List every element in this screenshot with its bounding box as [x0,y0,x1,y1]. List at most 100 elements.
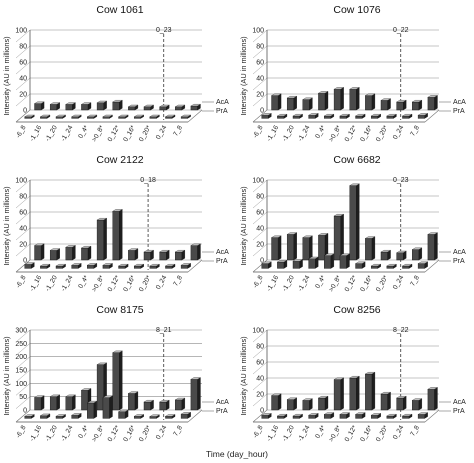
aca-bar [96,364,104,411]
row-label: PrA [453,408,465,415]
aca-bar [143,401,151,411]
aca-bar-side [434,387,438,411]
aca-bar [333,88,341,111]
aca-bar-side [340,377,344,411]
x-tick-label: -6_8 [15,424,28,439]
pra-bar-top [149,114,160,117]
pra-bar [370,414,378,419]
pra-bar-top [355,114,366,117]
y-tick-label: 150 [15,368,27,375]
x-tick-label: 0_4* [77,424,90,440]
aca-bar-top [317,396,329,399]
aca-bar [412,400,420,411]
pra-bar-top [102,395,114,398]
pra-bar-top [417,412,429,415]
aca-bar [143,106,151,111]
chart-title: Cow 8175 [96,304,143,316]
aca-bar [175,399,183,411]
y-tick-label: 0 [260,408,264,415]
aca-bar [96,219,104,261]
pra-bar [292,415,300,419]
y-tick-label: 40 [256,226,264,233]
x-tick-label: 0_16* [359,424,374,443]
y-tick-label: 80 [19,194,27,201]
aca-bar-top [396,396,407,399]
aca-bar-top [127,248,139,251]
aca-bar [302,400,310,411]
aca-bar-top [80,388,92,391]
pra-bar [355,115,363,119]
x-tick-label: 0_4* [314,124,327,140]
y-tick-label: 60 [256,360,264,367]
y-axis-label: Intensity (AU in millions) [2,336,11,415]
aca-bar-top [270,93,282,96]
aca-bar-side [309,398,313,411]
pra-bar [40,265,48,269]
aca-bar-side [356,375,360,411]
aca-bar [112,211,120,261]
y-tick-label: 60 [19,210,27,217]
aca-bar-side [197,377,201,411]
aca-bar [349,377,357,411]
aca-bar-side [103,217,107,261]
pra-bar [71,116,79,119]
pra-bar [165,116,173,119]
x-tick-label: -1_24 [297,124,312,142]
x-tick-label: -1_16 [29,124,44,142]
pra-bar-top [261,413,272,416]
y-axis-label: Intensity (AU in millions) [239,336,248,415]
gridline-depth [252,329,268,343]
x-tick-label: 0_4* [77,124,90,140]
y-tick-label: 100 [252,28,264,35]
aca-bar [143,251,151,261]
pra-bar [71,414,79,419]
y-tick-label: 20 [19,92,27,99]
x-tick-label: -1_24 [297,424,312,442]
x-tick-label: 0_20* [375,424,390,443]
pra-bar [133,116,141,119]
aca-bar-top [112,209,123,212]
pra-bar [324,414,332,419]
aca-bar-side [340,213,344,261]
pra-bar-top [355,261,366,264]
pra-bar [102,397,110,419]
row-label: AcA [453,99,466,106]
aca-bar-side [119,350,123,411]
pra-bar-top [292,259,304,262]
aca-bar [427,388,435,411]
aca-bar [271,95,279,111]
x-tick-label: 0_4* [77,274,90,290]
aca-bar-side [387,98,391,111]
aca-bar [286,399,294,411]
x-tick-label: 0_12* [344,124,359,143]
gridline-depth [252,211,268,225]
pra-bar [386,265,394,269]
aca-bar [96,102,104,111]
pra-bar-top [102,263,114,266]
pra-bar-top [323,253,335,256]
aca-bar-side [56,248,60,261]
x-tick-label: 0_16* [122,274,137,293]
aca-bar-side [434,95,438,111]
row-label: PrA [216,408,228,415]
pra-bar [339,115,347,119]
gridline-depth [15,329,31,343]
aca-bar-top [349,183,360,186]
pra-bar-top [24,114,35,117]
aca-bar-top [427,232,439,235]
x-tick-label: -1_24 [60,124,75,142]
pra-bar-top [370,114,382,117]
pra-bar [339,255,347,269]
gridline-depth [252,61,268,75]
y-axis-label: Intensity (AU in millions) [2,186,11,265]
aca-bar-side [134,248,139,261]
aca-bar-side [181,397,185,411]
pra-bar-top [417,113,429,116]
aca-bar [190,245,198,261]
y-tick-label: 60 [256,60,264,67]
aca-bar [380,251,388,261]
x-tick-label: -1_24 [60,424,75,442]
y-tick-label: 60 [256,210,264,217]
pra-bar-top [308,256,319,259]
pra-bar-top [39,264,51,267]
